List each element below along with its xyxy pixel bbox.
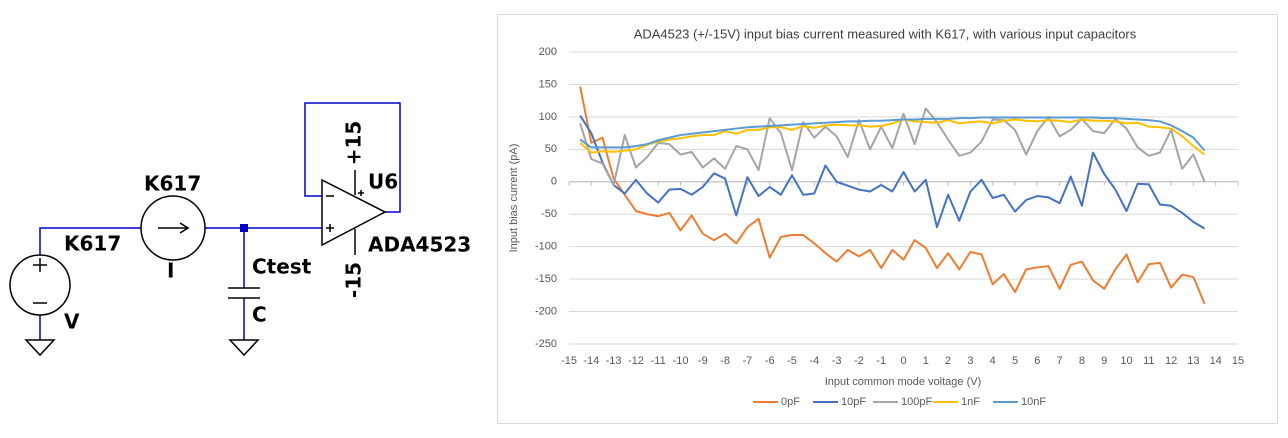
series-line [579,118,1206,156]
x-tick-label: -14 [583,355,599,367]
y-tick-label: -200 [535,305,557,317]
label: +15 [342,121,366,166]
label: V [64,310,80,334]
y-tick-label: -250 [535,338,557,350]
label: K617 [144,172,201,196]
y-tick-label: 50 [545,143,557,155]
legend-label: 100pF [901,396,932,408]
chart-title: ADA4523 (+/-15V) input bias current meas… [634,26,1137,41]
series-line [579,86,1206,305]
x-tick-label: -10 [673,355,689,367]
x-tick-label: 5 [1012,355,1018,367]
x-tick-label: -1 [876,355,886,367]
label: Ctest [252,255,312,279]
voltage-source [9,254,71,316]
y-tick-label: -100 [535,241,557,253]
x-tick-label: -7 [743,355,753,367]
arrow [179,222,190,234]
series-line [579,115,1206,230]
x-tick-label: 13 [1187,355,1199,367]
legend-label: 1nF [961,396,980,408]
label: K617 [64,232,121,256]
label: -15 [342,262,366,298]
x-tick-label: -6 [765,355,775,367]
x-tick-label: -2 [854,355,864,367]
y-tick-label: 0 [551,176,557,188]
wire [39,227,141,255]
x-tick-label: 7 [1057,355,1063,367]
x-tick-label: 12 [1165,355,1177,367]
opamp [321,178,387,247]
x-tick-label: 10 [1120,355,1132,367]
y-tick-label: 150 [539,78,557,90]
x-tick-label: 15 [1232,355,1244,367]
legend-label: 10nF [1021,396,1046,408]
x-tick-label: 11 [1143,355,1154,367]
schematic: K617 K617 I V Ctest C +15 -15 U6 ADA4523 [9,102,471,357]
label: C [252,303,267,327]
x-tick-label: -5 [787,355,797,367]
node [240,224,248,232]
y-tick-label: 100 [539,111,557,123]
x-tick-label: 6 [1034,355,1040,367]
wires [39,102,401,340]
x-tick-label: 9 [1101,355,1107,367]
wire [304,102,401,213]
x-axis-label: Input common mode voltage (V) [825,376,982,388]
x-tick-label: -8 [720,355,730,367]
label: I [167,259,174,283]
legend-label: 10pF [841,396,866,408]
x-tick-label: -13 [606,355,622,367]
chart-frame [497,14,1278,424]
x-tick-label: -4 [809,355,819,367]
x-tick-label: 14 [1210,355,1222,367]
x-tick-label: 2 [945,355,951,367]
ground [24,339,56,357]
series-line [579,116,1206,152]
series-line [579,107,1206,187]
x-tick-label: 0 [900,355,906,367]
x-tick-label: -11 [651,355,666,367]
y-tick-label: -50 [541,208,557,220]
label: U6 [368,170,398,194]
y-tick-label: 200 [539,46,557,58]
x-tick-label: -9 [698,355,708,367]
ground [228,339,260,357]
x-tick-label: -3 [832,355,842,367]
x-tick-label: 8 [1079,355,1085,367]
x-tick-label: 4 [990,355,996,367]
x-tick-label: -12 [628,355,644,367]
current-source [140,195,206,261]
y-tick-label: -150 [535,273,557,285]
y-axis-label: Input bias current (pA) [508,144,520,253]
x-tick-label: 3 [967,355,973,367]
legend-label: 0pF [781,396,800,408]
label: ADA4523 [368,233,471,257]
x-tick-label: -15 [561,355,577,367]
x-tick-label: 1 [923,355,929,367]
